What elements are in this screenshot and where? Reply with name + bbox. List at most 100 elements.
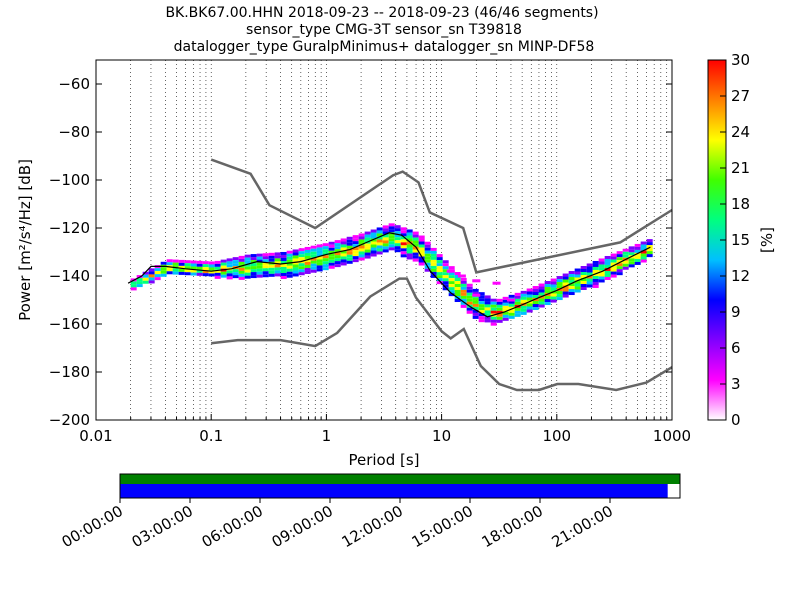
- density-cell: [304, 258, 311, 262]
- density-cell: [352, 256, 359, 260]
- density-cell: [520, 290, 527, 294]
- density-cell: [604, 276, 611, 280]
- density-cell: [598, 276, 605, 280]
- nlnm-curve: [211, 277, 673, 392]
- density-cell: [250, 269, 257, 273]
- density-cell: [592, 275, 599, 279]
- density-cell: [634, 261, 641, 265]
- timeline-tick-label: 18:00:00: [479, 502, 546, 551]
- density-cell: [262, 265, 269, 269]
- y-tick-label: −140: [49, 267, 90, 285]
- density-cell: [550, 287, 557, 291]
- density-cell: [574, 286, 581, 290]
- density-cell: [586, 272, 593, 276]
- density-cell: [442, 260, 449, 264]
- density-cell: [562, 282, 569, 286]
- density-cell: [598, 279, 605, 283]
- density-cell: [640, 253, 647, 257]
- colorbar-tick-label: 15: [731, 231, 750, 249]
- density-cell: [304, 252, 311, 256]
- density-cell: [526, 297, 533, 301]
- density-cell: [436, 278, 443, 282]
- density-cell: [394, 228, 401, 232]
- density-cell: [598, 273, 605, 277]
- density-cell: [364, 246, 371, 250]
- density-cell: [580, 283, 587, 287]
- density-cell: [238, 267, 245, 271]
- density-cell: [622, 266, 629, 270]
- density-outlier: [472, 279, 481, 283]
- density-cell: [514, 298, 521, 302]
- density-cell: [400, 236, 407, 240]
- density-cell: [646, 248, 653, 252]
- density-cell: [322, 258, 329, 262]
- density-cell: [412, 252, 419, 256]
- density-cell: [634, 258, 641, 262]
- density-cell: [250, 275, 257, 279]
- density-cell: [466, 310, 473, 314]
- density-cell: [154, 268, 161, 272]
- density-cell: [310, 245, 317, 249]
- colorbar-tick-label: 18: [731, 195, 750, 213]
- density-cell: [214, 263, 221, 267]
- density-cell: [178, 271, 185, 275]
- density-cell: [226, 270, 233, 274]
- density-cell: [208, 273, 215, 277]
- density-cell: [286, 256, 293, 260]
- density-cell: [646, 245, 653, 249]
- density-cell: [442, 281, 449, 285]
- density-cell: [196, 263, 203, 267]
- density-cell: [148, 274, 155, 278]
- density-cell: [592, 263, 599, 267]
- density-cell: [496, 313, 503, 317]
- density-cell: [178, 265, 185, 269]
- density-cell: [388, 229, 395, 233]
- density-cell: [328, 241, 335, 245]
- density-cell: [328, 247, 335, 251]
- density-cell: [220, 265, 227, 269]
- density-cell: [298, 257, 305, 261]
- density-cell: [508, 315, 515, 319]
- density-cell: [586, 278, 593, 282]
- density-cell: [256, 259, 263, 263]
- timeline-tick-label: 15:00:00: [409, 502, 476, 551]
- density-cell: [562, 294, 569, 298]
- density-cell: [640, 256, 647, 260]
- density-cell: [376, 251, 383, 255]
- density-cell: [142, 280, 149, 284]
- density-cell: [154, 274, 161, 278]
- density-cell: [280, 269, 287, 273]
- density-cell: [466, 295, 473, 299]
- density-cell: [250, 254, 257, 258]
- density-cell: [454, 278, 461, 282]
- density-cell: [304, 267, 311, 271]
- density-cell: [400, 251, 407, 255]
- density-cell: [334, 243, 341, 247]
- density-cell: [358, 233, 365, 237]
- density-cell: [292, 258, 299, 262]
- density-cell: [412, 231, 419, 235]
- title-line-2: sensor_type CMG-3T sensor_sn T39818: [246, 22, 522, 38]
- density-cell: [454, 284, 461, 288]
- density-cell: [172, 259, 179, 263]
- density-cell: [556, 282, 563, 286]
- colorbar-tick-label: 9: [731, 303, 741, 321]
- density-cell: [586, 266, 593, 270]
- density-cell: [268, 270, 275, 274]
- density-cell: [424, 256, 431, 260]
- density-cell: [238, 258, 245, 262]
- density-cell: [364, 255, 371, 259]
- density-cell: [568, 280, 575, 284]
- density-cell: [346, 248, 353, 252]
- density-cell: [502, 308, 509, 312]
- density-cell: [250, 272, 257, 276]
- density-cell: [490, 316, 497, 320]
- density-cell: [556, 294, 563, 298]
- density-cell: [550, 299, 557, 303]
- density-cell: [496, 316, 503, 320]
- density-cell: [448, 290, 455, 294]
- density-cell: [394, 249, 401, 253]
- density-cell: [256, 265, 263, 269]
- density-cell: [520, 308, 527, 312]
- density-cell: [400, 245, 407, 249]
